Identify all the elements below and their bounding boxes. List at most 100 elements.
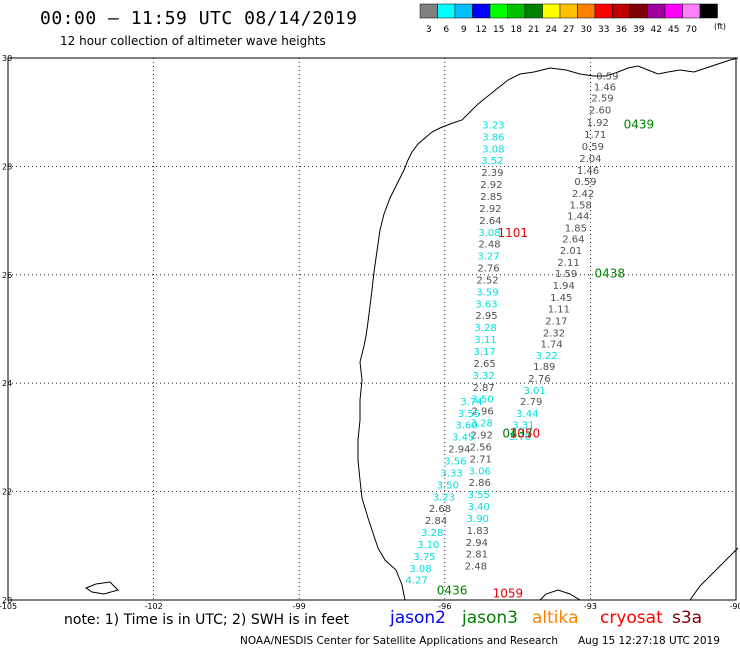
swh-value: 3.11 [474, 335, 496, 346]
swh-value: 3.50 [472, 395, 494, 406]
swh-value: 2.11 [557, 258, 579, 269]
swh-value: 3.33 [440, 468, 462, 479]
swh-value: 3.28 [421, 528, 443, 539]
swh-value: 2.17 [545, 317, 567, 328]
swh-value: 2.42 [572, 189, 594, 200]
pass-time-label: 1050 [510, 426, 541, 440]
legend-jason2: jason2 [390, 608, 446, 628]
swh-value: 3.22 [536, 351, 558, 362]
legend-bin-label: 15 [493, 25, 504, 35]
swh-value: 1.85 [565, 223, 587, 234]
footnote: note: 1) Time is in UTC; 2) SWH is in fe… [64, 612, 350, 628]
swh-value: 3.63 [475, 299, 497, 310]
legend-bin-label: 27 [563, 25, 574, 35]
legend-bin-label: 36 [616, 25, 628, 35]
lat-tick-label: 26 [2, 271, 12, 280]
legend-bin-label: 39 [633, 25, 645, 35]
swh-value: 1.11 [548, 305, 570, 316]
swh-value: 3.01 [523, 386, 545, 397]
swh-value: 1.94 [553, 281, 575, 292]
pass-time-label: 0438 [595, 267, 626, 281]
swh-value: 3.08 [478, 228, 500, 239]
legend-bin-label: 30 [581, 25, 593, 35]
swh-value: 2.52 [476, 275, 498, 286]
swh-value: 1.89 [533, 362, 555, 373]
legend-bin-label: 33 [598, 25, 609, 35]
swh-value: 3.06 [469, 466, 491, 477]
swh-value: 2.76 [477, 264, 499, 275]
swh-value: 2.65 [473, 359, 495, 370]
gulf-coastline [357, 57, 739, 601]
swh-value: 2.84 [425, 516, 447, 527]
map-frame [7, 57, 737, 601]
lat-tick-label: 30 [2, 54, 12, 63]
swh-value: 3.10 [417, 540, 439, 551]
swh-value: 3.23 [482, 120, 504, 131]
swh-value: 3.08 [409, 564, 431, 575]
credits: NOAA/NESDIS Center for Satellite Applica… [240, 635, 558, 647]
swh-value: 2.64 [479, 216, 501, 227]
swh-value: 3.56 [444, 457, 466, 468]
legend-cryosat: cryosat [600, 608, 663, 628]
swh-value: 3.55 [468, 490, 490, 501]
swh-value: 3.86 [482, 132, 504, 143]
swh-value: 1.46 [594, 83, 616, 94]
lat-tick-label: 22 [2, 488, 12, 497]
swh-value: 2.95 [475, 311, 497, 322]
swh-value: 4.27 [406, 576, 428, 587]
swh-value: 3.08 [482, 144, 504, 155]
swh-value: 2.59 [591, 93, 613, 104]
pass-time-label: 1101 [497, 226, 528, 240]
track-west: 3.743.553.603.452.943.563.333.503.232.68… [406, 397, 483, 587]
legend-jason3: jason3 [462, 608, 518, 628]
swh-value: 1.44 [567, 212, 589, 223]
legend-bin-label: 24 [546, 25, 558, 35]
swh-value: 2.87 [472, 383, 494, 394]
lat-lon-grid [7, 57, 737, 601]
swh-value: 2.86 [469, 478, 491, 489]
swh-value: 3.27 [477, 252, 499, 263]
swh-value: 3.44 [516, 409, 538, 420]
swh-value: 1.45 [550, 293, 572, 304]
swh-value: 3.32 [472, 371, 494, 382]
swh-value: 3.74 [460, 397, 482, 408]
swh-value: 2.94 [448, 445, 470, 456]
swh-value: 1.58 [570, 201, 592, 212]
lon-tick-label: -105 [0, 602, 17, 611]
page-subtitle: 12 hour collection of altimeter wave hei… [60, 34, 326, 48]
swh-value: 3.60 [456, 421, 478, 432]
swh-value: 2.79 [520, 397, 542, 408]
legend-bin-label: 42 [651, 25, 662, 35]
swh-value: 3.52 [481, 156, 503, 167]
swh-value: 3.59 [476, 287, 498, 298]
swh-value: 2.85 [480, 192, 502, 203]
swh-value: 3.23 [433, 492, 455, 503]
altimeter-tracks: 0.591.462.592.601.921.710.592.041.460.59… [406, 72, 619, 587]
swh-value: 1.74 [540, 339, 562, 350]
swh-value: 2.56 [470, 442, 492, 453]
coastline [84, 57, 739, 601]
track-center: 3.233.863.083.522.392.922.852.922.643.08… [465, 120, 505, 572]
swh-value: 3.17 [473, 347, 495, 358]
swh-value: 2.76 [528, 374, 550, 385]
lon-tick-label: -93 [584, 602, 597, 611]
generated-timestamp: Aug 15 12:27:18 UTC 2019 [578, 635, 720, 647]
swh-value: 2.94 [466, 538, 488, 549]
legend-bin-label: 70 [686, 25, 698, 35]
cuba-coast [689, 547, 739, 601]
legend-altika: altika [532, 608, 579, 628]
axis-labels: -105 -102 -99 -96 -93 -90 30 28 26 24 22 20 [0, 54, 740, 611]
swh-value: 0.59 [574, 177, 596, 188]
legend-bin-label: 45 [668, 25, 679, 35]
lat-tick-label: 20 [2, 596, 12, 605]
swh-value: 1.71 [584, 130, 606, 141]
swh-value: 2.39 [481, 168, 503, 179]
swh-value: 3.31 [512, 421, 534, 432]
page-title: 00:00 – 11:59 UTC 08/14/2019 [40, 8, 358, 29]
swh-value: 2.71 [470, 454, 492, 465]
swh-value: 2.01 [560, 246, 582, 257]
yucatan-coast [539, 589, 581, 601]
swh-value: 0.59 [596, 72, 618, 83]
